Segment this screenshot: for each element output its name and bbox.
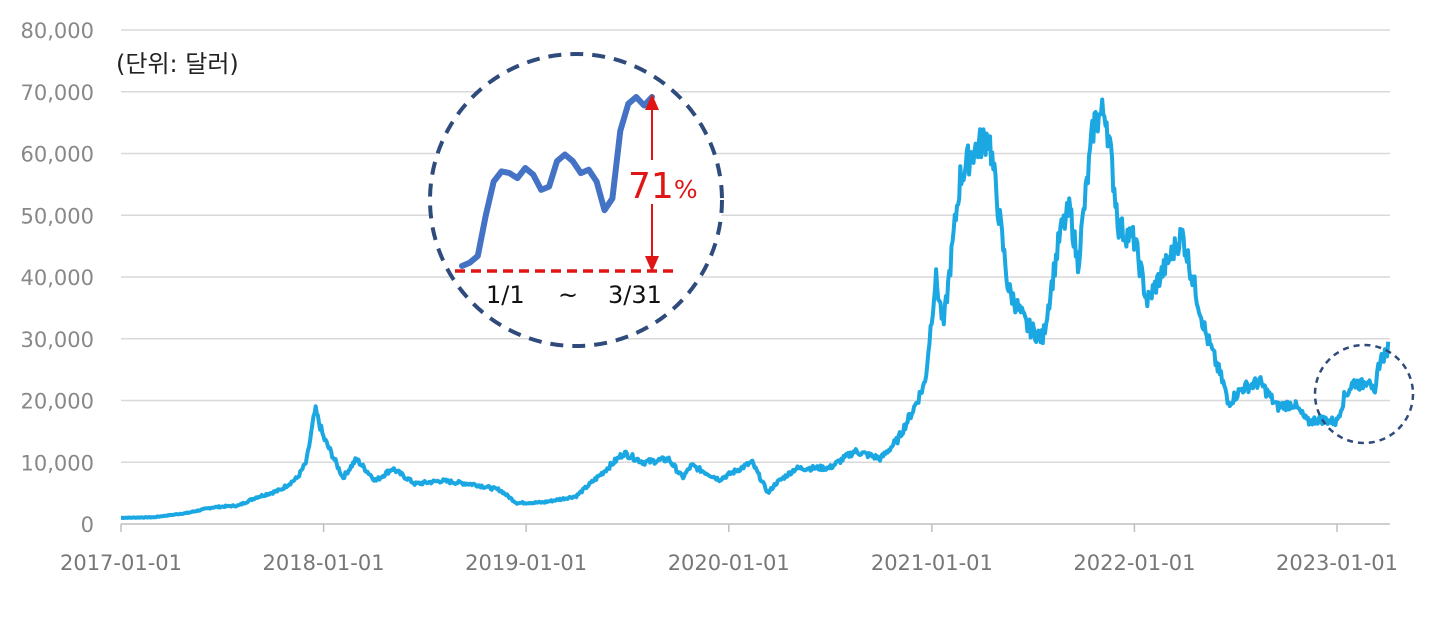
y-tick-label: 0: [81, 513, 94, 537]
y-tick-label: 70,000: [21, 81, 94, 105]
y-tick-label: 30,000: [21, 328, 94, 352]
y-tick-labels: 0 10,000 20,000 30,000 40,000 50,000 60,000 70,…: [21, 19, 94, 537]
x-tick-label: 2018-01-01: [263, 551, 385, 575]
y-tick-label: 60,000: [21, 143, 94, 167]
y-tick-label: 40,000: [21, 266, 94, 290]
axes: [120, 523, 1390, 532]
change-label: 71%: [628, 166, 698, 207]
x-tick-label: 2020-01-01: [668, 551, 790, 575]
change-value: 71: [628, 166, 674, 207]
inset-price-line: [459, 94, 655, 269]
x-tick-label: 2021-01-01: [871, 551, 993, 575]
y-tick-label: 10,000: [21, 451, 94, 475]
y-tick-label: 50,000: [21, 204, 94, 228]
change-arrow-head-up: [645, 94, 659, 110]
x-tick-label: 2019-01-01: [465, 551, 587, 575]
zoom-inset-circle: [428, 52, 724, 348]
inset-range-sep: ~: [558, 281, 578, 309]
grid-lines: [121, 29, 1390, 463]
price-line: [120, 97, 1391, 520]
x-tick-label: 2022-01-01: [1073, 551, 1195, 575]
y-tick-label: 20,000: [21, 390, 94, 414]
highlight-circle-small: [1313, 343, 1415, 445]
x-tick-labels: 2017-01-01 2018-01-01 2019-01-01 2020-01-01…: [60, 551, 1398, 575]
y-tick-label: 80,000: [21, 19, 94, 43]
change-label-backdrop: [624, 160, 708, 204]
price-series: [120, 97, 1391, 520]
change-unit: %: [674, 175, 698, 204]
x-tick-label: 2017-01-01: [60, 551, 182, 575]
inset-range-end: 3/31: [608, 281, 662, 309]
inset-range-start: 1/1: [486, 281, 525, 309]
zoom-inset: 71% 1/1 ~ 3/31: [428, 52, 724, 348]
unit-label: (단위: 달러): [116, 50, 239, 78]
x-tick-label: 2023-01-01: [1276, 551, 1398, 575]
change-arrow-head-down: [645, 256, 659, 272]
